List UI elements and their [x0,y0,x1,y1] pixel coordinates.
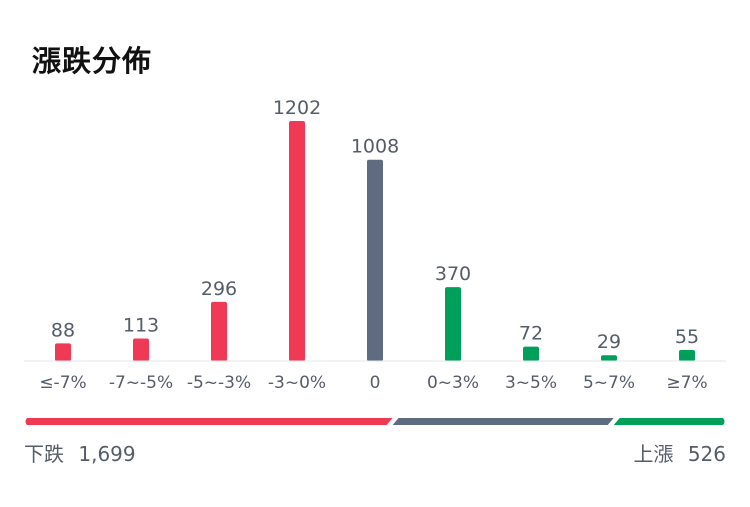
bar-5 [445,287,461,361]
bars-group: 88 ≤-7% 113 -7~-5% 296 -5~-3% 1202 -3~0% 1008 0 37… [39,97,707,393]
advance-count: 526 [687,442,726,466]
ratio-up-segment [613,418,725,425]
decline-summary: 下跌 1,699 [24,438,136,467]
advance-summary: 上漲 526 [633,438,726,467]
ratio-down-segment [25,418,393,425]
bar-value-label-8: 55 [675,326,699,348]
decline-label: 下跌 [24,442,64,466]
ratio-flat-segment [392,418,614,425]
bar-value-label-5: 370 [435,263,471,285]
bar-value-label-3: 1202 [273,97,321,119]
category-label-2: -5~-3% [187,373,251,393]
bar-8 [679,350,695,361]
bar-2 [211,301,227,361]
bar-value-label-4: 1008 [351,136,399,158]
category-label-0: ≤-7% [39,373,86,393]
bar-value-label-1: 113 [123,314,159,336]
category-label-6: 3~5% [505,373,557,393]
bar-value-label-0: 88 [51,319,75,341]
ratio-bar [25,418,725,425]
category-label-3: -3~0% [268,373,326,393]
category-label-1: -7~-5% [109,373,173,393]
bar-6 [523,346,539,361]
category-label-5: 0~3% [427,373,479,393]
bar-1 [133,338,149,361]
bar-7 [601,355,617,361]
bar-4 [367,159,383,361]
bar-3 [289,121,305,361]
category-label-7: 5~7% [583,373,635,393]
chart-title: 漲跌分佈 [32,44,153,78]
decline-count: 1,699 [78,442,136,466]
bar-0 [55,343,71,361]
bar-value-label-2: 296 [201,278,237,300]
category-label-8: ≥7% [666,373,707,393]
bar-value-label-7: 29 [597,331,621,353]
bar-value-label-6: 72 [519,323,543,345]
advance-label: 上漲 [633,442,674,466]
category-label-4: 0 [370,373,381,393]
